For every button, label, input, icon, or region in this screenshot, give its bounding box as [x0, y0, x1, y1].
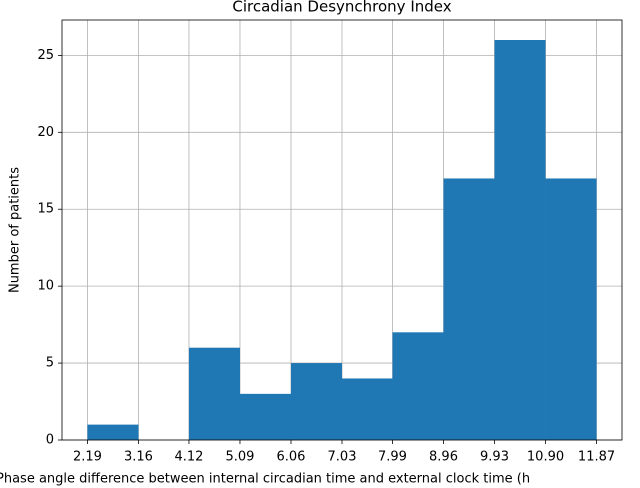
y-tick-label: 5	[46, 356, 54, 371]
x-axis-label: Phase angle difference between internal …	[0, 472, 530, 487]
y-tick-label: 10	[37, 279, 54, 294]
x-tick-label: 5.09	[225, 450, 254, 465]
bar	[290, 363, 342, 440]
bar	[392, 332, 444, 440]
x-tick-label: 6.06	[277, 450, 306, 465]
x-tick-label: 10.90	[527, 450, 564, 465]
bar	[443, 178, 495, 440]
x-tick-label: 8.96	[429, 450, 458, 465]
bar	[87, 424, 139, 440]
x-tick-label: 7.99	[378, 450, 407, 465]
bar	[239, 393, 291, 440]
y-tick-label: 15	[37, 202, 54, 217]
x-tick-label: 2.19	[73, 450, 102, 465]
y-tick-label: 25	[37, 48, 54, 63]
y-tick-label: 20	[37, 125, 54, 140]
bar	[494, 40, 546, 440]
x-tick-label: 3.16	[124, 450, 153, 465]
y-axis-label: Number of patients	[8, 167, 23, 293]
x-tick-label: 11.87	[578, 450, 615, 465]
bar	[188, 347, 240, 440]
x-tick-label: 7.03	[328, 450, 357, 465]
y-tick-label: 0	[46, 433, 54, 448]
x-tick-label: 9.93	[480, 450, 509, 465]
x-tick-label: 4.12	[174, 450, 203, 465]
chart-title: Circadian Desynchrony Index	[232, 0, 451, 16]
bar	[545, 178, 597, 440]
plot-frame	[61, 19, 623, 441]
bar	[342, 378, 393, 440]
